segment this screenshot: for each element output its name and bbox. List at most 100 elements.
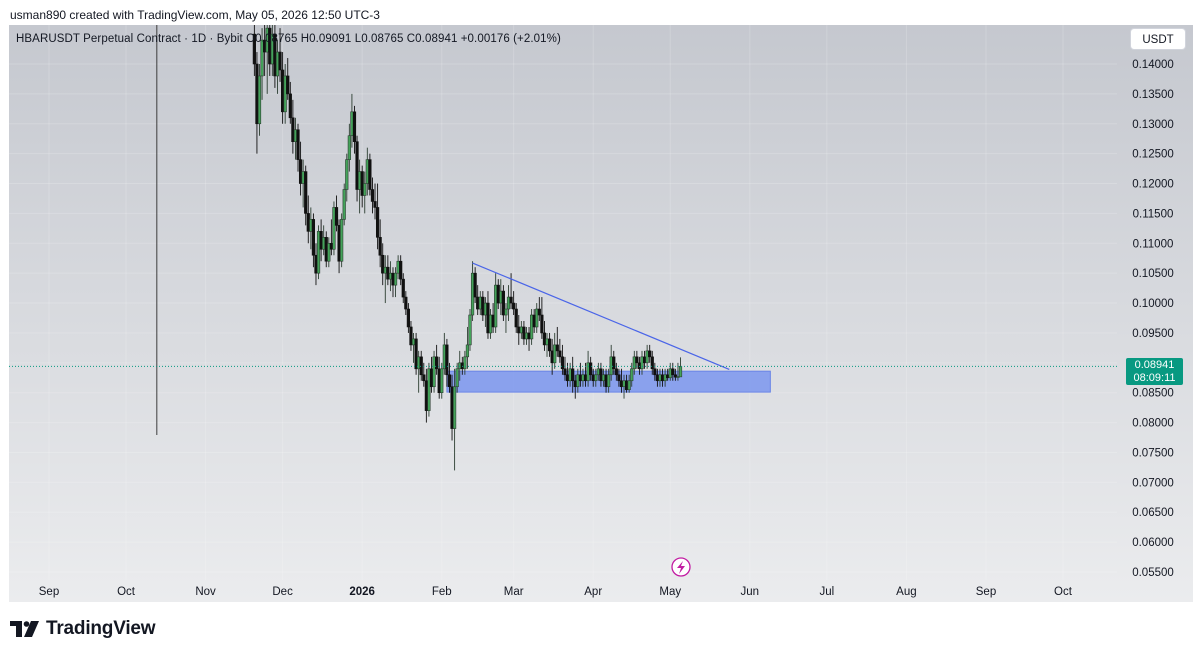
candle-body xyxy=(319,231,323,250)
candle-body xyxy=(373,201,377,208)
descending-trendline[interactable] xyxy=(472,262,730,370)
currency-button[interactable]: USDT xyxy=(1130,28,1186,50)
candle-body xyxy=(483,302,488,316)
chart-attribution: usman890 created with TradingView.com, M… xyxy=(10,8,380,22)
candle-body xyxy=(555,344,559,352)
candle-body xyxy=(648,350,652,358)
candle-body xyxy=(519,326,523,334)
y-tick-label: 0.08000 xyxy=(1132,418,1174,430)
candle-body xyxy=(627,380,631,391)
candle-body xyxy=(406,308,410,328)
candle-body xyxy=(337,225,341,262)
candle-body xyxy=(383,266,387,274)
candle-body xyxy=(365,159,369,184)
candle-body xyxy=(414,338,418,370)
candle-body xyxy=(676,376,680,378)
candle-body xyxy=(589,362,593,376)
candle-body xyxy=(427,368,431,411)
x-tick-label: Mar xyxy=(504,586,524,598)
candle-body xyxy=(327,242,331,262)
candle-body xyxy=(370,189,375,202)
candle-body xyxy=(347,135,351,160)
candle-body xyxy=(296,129,300,160)
candle-body xyxy=(468,314,472,346)
candle-body xyxy=(573,380,577,388)
candle-body xyxy=(355,141,359,190)
candle-body xyxy=(368,159,372,190)
candle-body xyxy=(530,314,534,340)
candle-body xyxy=(550,350,554,364)
y-tick-label: 0.09500 xyxy=(1132,328,1174,340)
candle-body xyxy=(432,356,436,388)
candle-body xyxy=(527,332,531,340)
candle-body xyxy=(332,207,336,250)
candle-body xyxy=(491,314,495,328)
y-tick-label: 0.05500 xyxy=(1132,567,1174,579)
candle-body xyxy=(386,266,390,280)
candle-body xyxy=(473,272,477,298)
candle-body xyxy=(447,374,452,388)
candle-body xyxy=(476,296,480,310)
candle-body xyxy=(399,260,403,280)
y-tick-label: 0.10000 xyxy=(1132,298,1174,310)
candle-body xyxy=(488,314,493,334)
candle-body xyxy=(535,308,539,328)
candle-body xyxy=(419,356,423,376)
candle-body xyxy=(260,39,264,77)
tradingview-logo[interactable]: TradingView xyxy=(10,618,156,639)
candle-body xyxy=(658,374,662,382)
candle-body xyxy=(422,374,426,382)
symbol-legend[interactable]: HBARUSDT Perpetual Contract · 1D · Bybit… xyxy=(16,33,561,45)
candle-body xyxy=(283,75,287,113)
y-tick-label: 0.11000 xyxy=(1133,238,1174,250)
x-axis[interactable]: Sep Oct Nov Dec 2026 Feb Mar Apr May Jun Jul Aug Sep… xyxy=(39,586,1073,598)
candle-body xyxy=(568,368,572,382)
candle-body xyxy=(363,183,367,196)
candle-body xyxy=(673,374,677,378)
y-tick-label: 0.06000 xyxy=(1132,537,1174,549)
candle-body xyxy=(576,374,580,388)
chart-panel[interactable]: 0.14000 0.13500 0.13000 0.12500 0.12000 0.115… xyxy=(9,25,1193,602)
candle-body xyxy=(458,362,462,370)
x-tick-label: Dec xyxy=(272,586,293,598)
candle-body xyxy=(671,368,675,376)
candle-body xyxy=(429,368,434,388)
candle-body xyxy=(378,237,382,256)
candle-body xyxy=(322,237,326,250)
candle-body xyxy=(612,356,616,370)
candle-body xyxy=(619,380,624,388)
candle-body xyxy=(512,302,516,310)
x-tick-label: Nov xyxy=(195,586,216,598)
candle-body xyxy=(591,374,595,382)
y-tick-label: 0.12500 xyxy=(1132,149,1174,161)
candle-body xyxy=(345,159,349,190)
x-tick-label: Sep xyxy=(39,586,59,598)
candlestick-chart[interactable]: 0.14000 0.13500 0.13000 0.12500 0.12000 0.115… xyxy=(9,25,1193,602)
flash-icon[interactable] xyxy=(671,557,691,577)
candle-body xyxy=(645,350,649,364)
candle-body xyxy=(614,368,618,376)
candle-body xyxy=(288,93,292,119)
candle-body xyxy=(501,290,505,316)
candle-body xyxy=(630,368,634,382)
candle-body xyxy=(532,314,536,328)
candle-body xyxy=(517,326,521,334)
candle-body xyxy=(275,51,280,77)
candle-body xyxy=(514,308,518,328)
candle-body xyxy=(599,368,603,382)
tradingview-brand: TradingView xyxy=(46,618,156,639)
candle-body xyxy=(334,207,339,226)
candle-body xyxy=(604,374,608,388)
current-price-value: 0.08941 xyxy=(1134,359,1175,371)
candle-body xyxy=(393,272,398,286)
trendline-layer[interactable] xyxy=(472,262,730,370)
candle-body xyxy=(581,374,585,382)
candle-body xyxy=(316,231,321,274)
candle-body xyxy=(655,374,659,382)
candle-body xyxy=(278,51,282,71)
candle-body xyxy=(309,219,313,232)
y-tick-label: 0.08500 xyxy=(1132,388,1174,400)
candle-body xyxy=(417,356,421,370)
candle-body xyxy=(560,356,565,370)
candle-body xyxy=(252,33,256,65)
